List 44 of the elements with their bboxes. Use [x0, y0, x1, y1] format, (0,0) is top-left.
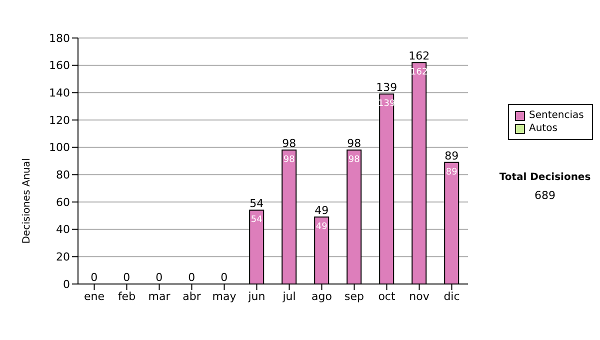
legend-label: Autos	[529, 122, 558, 135]
x-tick-label: may	[212, 290, 237, 303]
x-tick-label: abr	[182, 290, 202, 303]
y-tick-label: 140	[49, 86, 70, 100]
data-label: 98	[283, 155, 296, 166]
y-tick-label: 160	[49, 59, 70, 72]
legend-label: Sentencias	[529, 109, 584, 122]
total-label: 0	[123, 271, 130, 284]
total-label: 98	[347, 137, 362, 150]
total-label: 54	[250, 197, 264, 210]
x-tick-label: jun	[247, 290, 266, 303]
data-label: 89	[446, 167, 458, 178]
data-label: 49	[316, 222, 328, 232]
text: Total Decisiones	[498, 172, 592, 183]
x-tick-label: mar	[148, 290, 171, 303]
x-tick-label: sep	[344, 290, 364, 303]
total-label: 0	[156, 271, 163, 284]
x-tick-label: ago	[312, 290, 332, 303]
x-tick-label: ene	[84, 290, 105, 303]
text: 689	[534, 189, 556, 202]
x-tick-label: oct	[378, 290, 396, 303]
y-tick-label: 180	[49, 32, 70, 45]
x-tick-label: nov	[409, 290, 430, 303]
y-tick-label: 100	[49, 141, 70, 154]
y-tick-label: 60	[56, 196, 70, 209]
y-tick-label: 0	[63, 278, 70, 291]
x-tick-label: jul	[282, 290, 296, 303]
total-label: 89	[444, 149, 459, 162]
total-label: 98	[282, 137, 296, 150]
total-label: 162	[408, 50, 430, 63]
total-label: 0	[90, 271, 98, 284]
y-tick-label: 40	[56, 223, 70, 236]
total-label: 0	[188, 271, 196, 284]
total-label: 0	[220, 271, 228, 284]
data-label: 54	[250, 215, 263, 226]
x-tick-label: feb	[118, 290, 136, 303]
y-tick-label: 20	[56, 250, 70, 264]
y-axis-title: Decisiones Anual	[22, 158, 33, 244]
y-tick-label: 120	[49, 114, 70, 127]
data-label: 98	[348, 155, 360, 166]
x-tick-label: dic	[444, 290, 460, 303]
total-label: 49	[314, 204, 329, 218]
total-label: 139	[376, 81, 398, 94]
y-tick-label: 80	[56, 168, 70, 182]
